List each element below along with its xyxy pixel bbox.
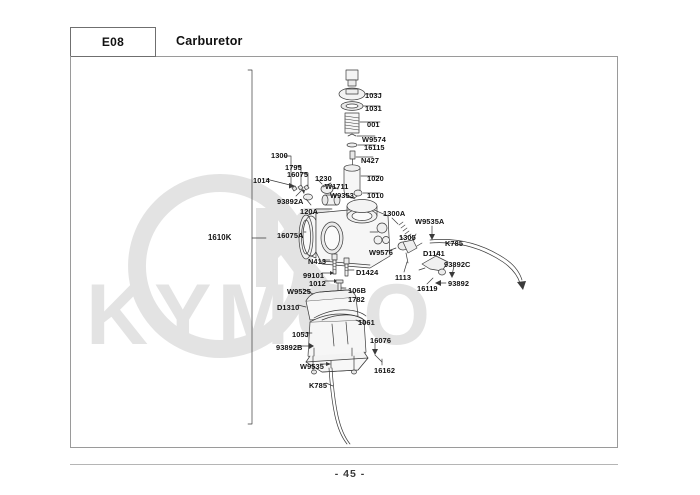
part-callout-K785T: K785 [445,239,464,248]
part-callout-W9535A: W9535A [415,217,445,226]
part-callout-93892C: 93892C [444,260,471,269]
content-frame [70,56,618,448]
part-callout-93892A: 93892A [277,197,304,206]
part-callout-16075: 16075 [287,170,309,179]
part-callout-D1141: D1141 [423,249,445,258]
section-code: E08 [101,35,125,49]
part-callout-1305: 1305 [399,233,416,242]
part-callout-1010: 1010 [367,191,384,200]
part-callout-N413: N413 [308,257,327,266]
part-callout-W1711: W1711 [325,182,349,191]
part-callout-1031: 1031 [365,104,382,113]
part-callout-W9535: W9535 [300,362,324,371]
part-callout-D1424: D1424 [356,268,379,277]
part-callout-1300: 1300 [271,151,288,160]
page-title: Carburetor [176,34,243,48]
part-callout-16119: 16119 [417,284,438,293]
part-callout-D1310: D1310 [277,303,300,312]
section-code-box: E08 [70,27,156,57]
part-callout-1230: 1230 [315,174,332,183]
part-callout-W9525: W9525 [287,287,311,296]
part-callout-16115: 16115 [364,143,385,152]
part-callout-103J: 103J [365,91,382,100]
part-callout-1782: 1782 [348,295,365,304]
exploded-parts-diagram: KYMCO [70,56,618,448]
part-callout-N427: N427 [361,156,380,165]
diagram-linework [247,69,526,445]
part-callout-93892: 93892 [448,279,470,288]
part-callout-120A: 120A [300,207,319,216]
part-callout-001: 001 [367,120,380,129]
part-callout-16076: 16076 [370,336,392,345]
part-callout-1113: 1113 [395,273,412,282]
part-callout-1300A: 1300A [383,209,406,218]
part-callout-16162: 16162 [374,366,396,375]
part-callout-105J: 105J [292,330,309,339]
group-label-1610K: 1610K [208,233,232,242]
part-callout-1012: 1012 [309,279,326,288]
part-callout-106B: 106B [348,286,367,295]
page-number: - 45 - [334,468,366,480]
part-callout-1795: 1795 [285,163,302,172]
part-callout-W9576: W9576 [369,248,393,257]
frame-top-rule [156,56,618,57]
part-callout-1020: 1020 [367,174,384,183]
part-callout-16075A: 16075A [277,231,304,240]
part-callout-K785B: K785 [309,381,328,390]
footer-rule [70,464,618,465]
part-callout-1061: 1061 [358,318,375,327]
part-callout-W9353: W9353 [330,191,354,200]
part-callout-93892B: 93892B [276,343,303,352]
part-callout-1014: 1014 [253,176,270,185]
part-callout-W9574: W9574 [362,135,386,144]
part-callout-99101: 99101 [303,271,325,280]
